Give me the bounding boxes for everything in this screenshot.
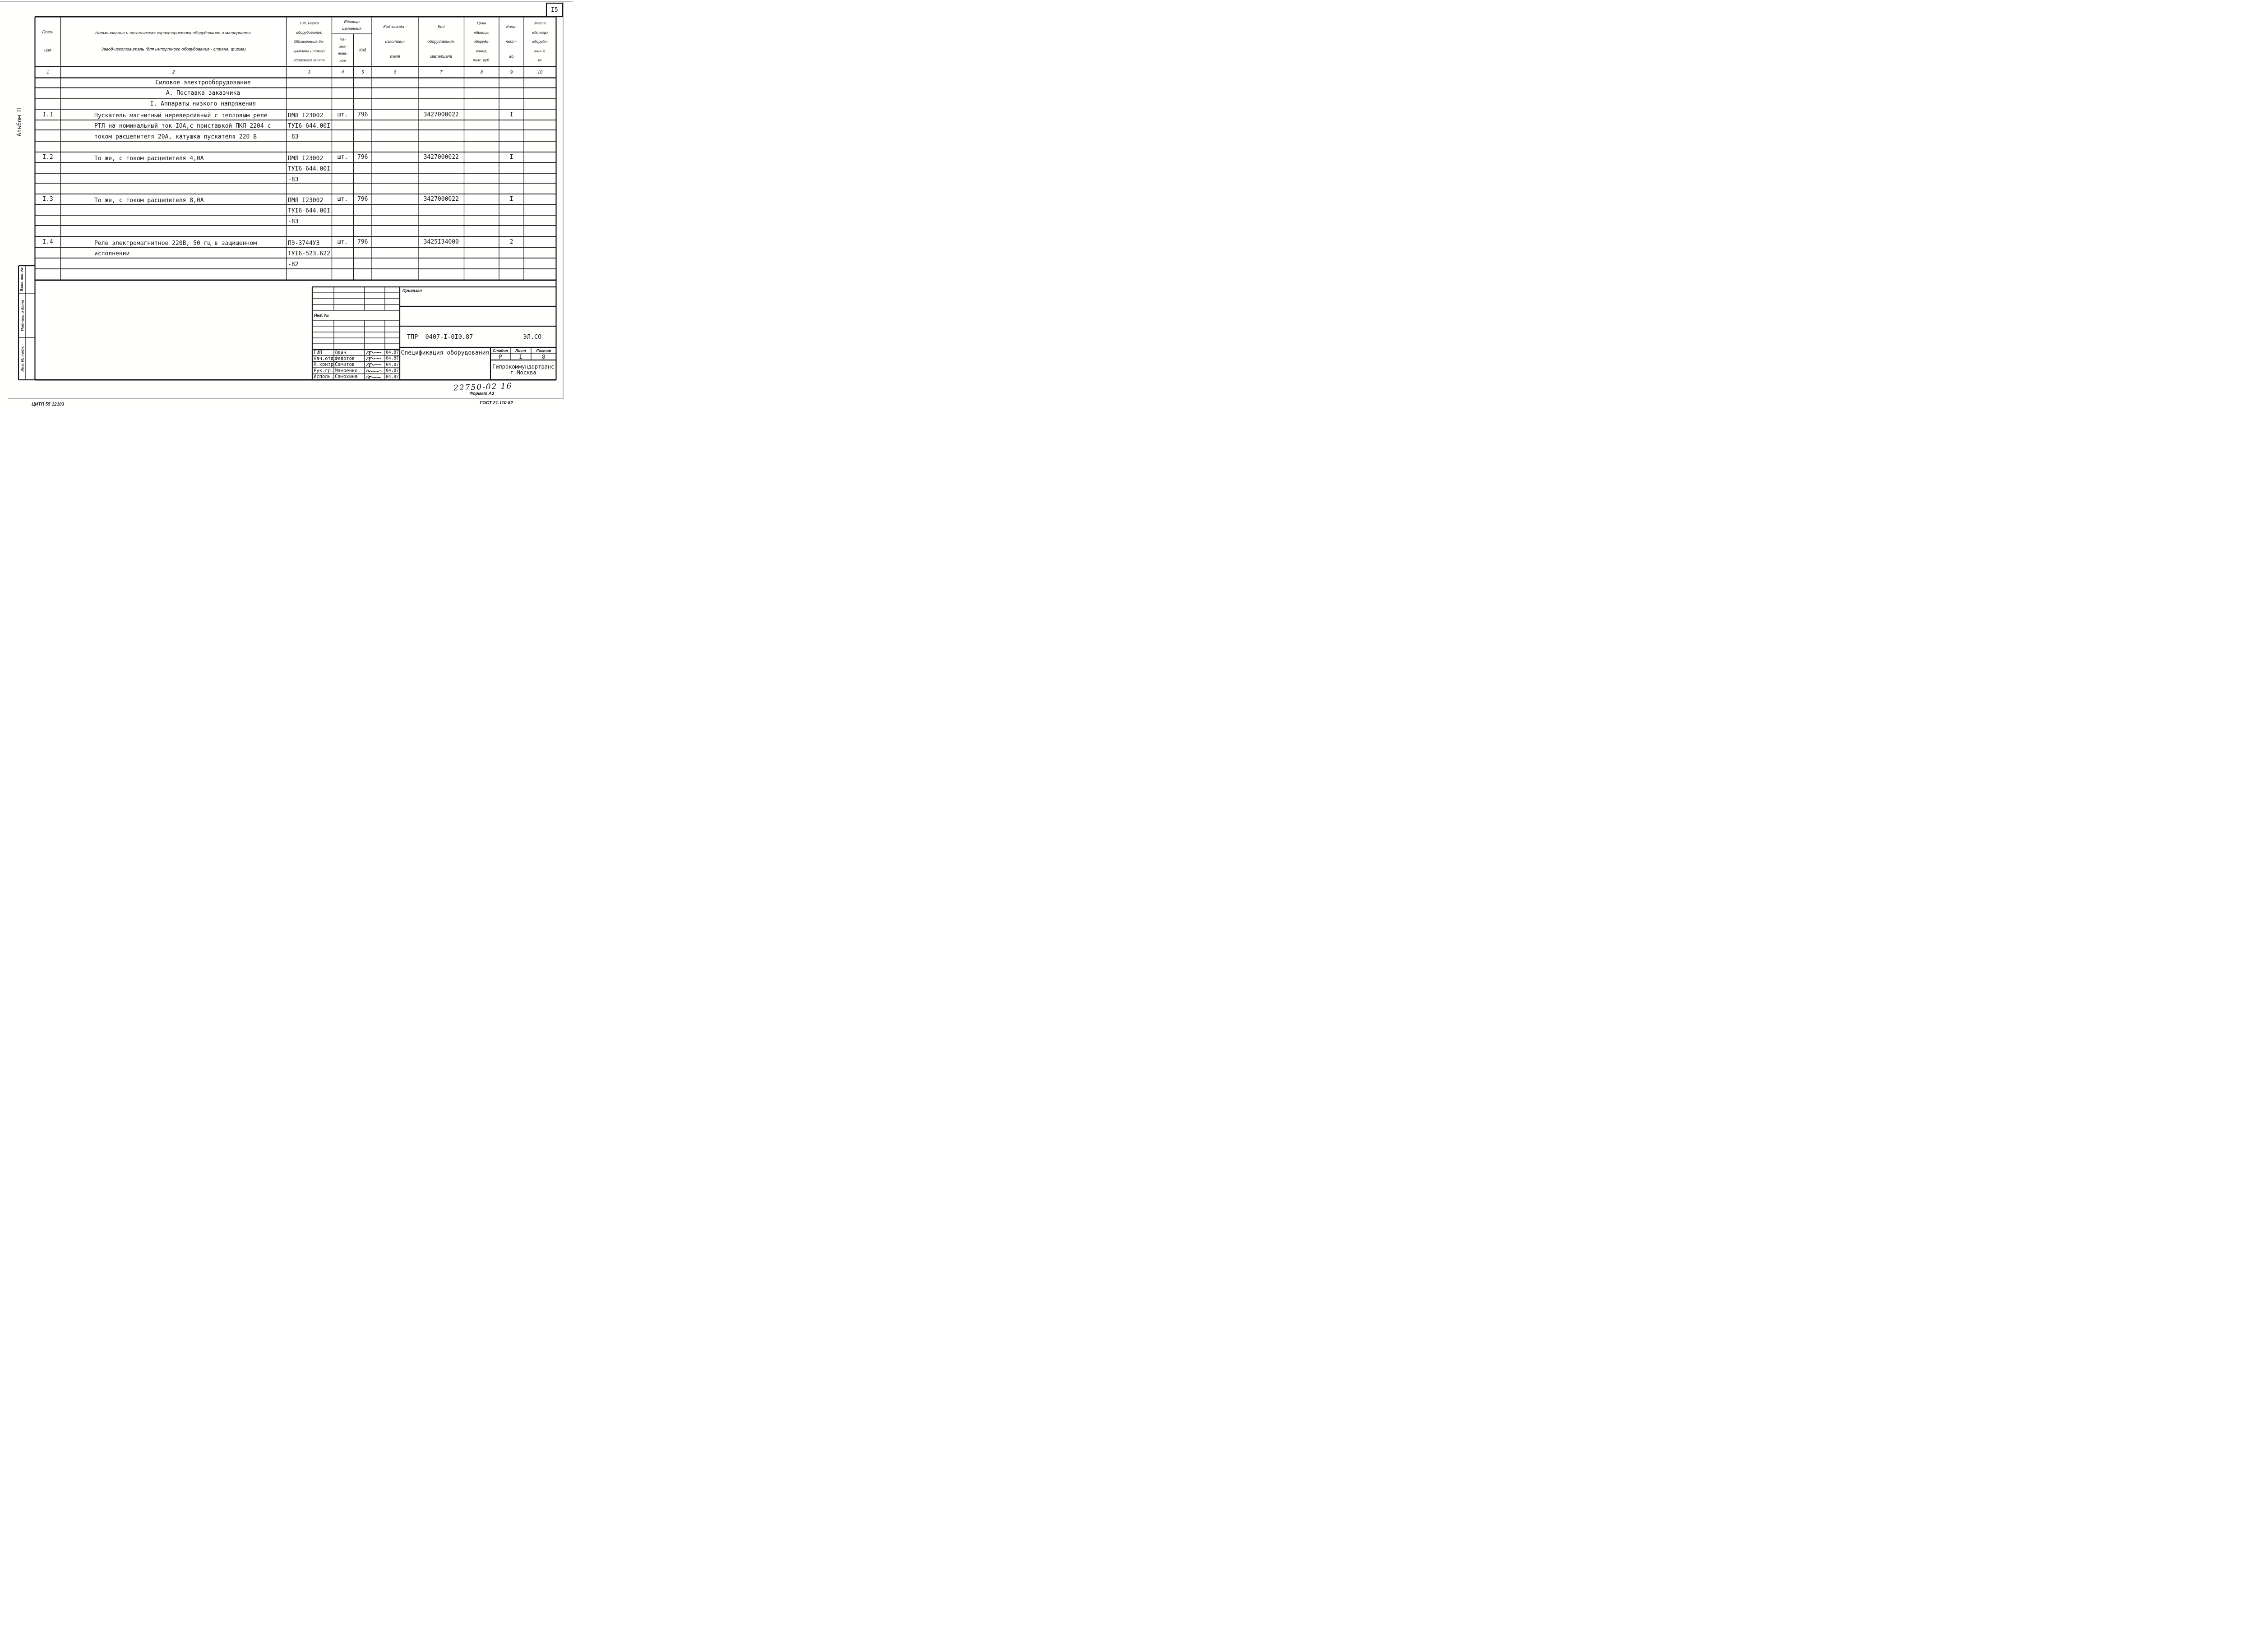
signature-role: Рук.гр.: [314, 368, 334, 374]
item-name: Пускатель магнитный нереверсивный с тепл…: [94, 112, 271, 140]
col-number: 3: [308, 69, 310, 75]
col-header-unit-title: Единица измерения: [342, 19, 362, 31]
attached-label: Привязан: [402, 288, 422, 293]
signature-date: 04.87: [386, 368, 399, 373]
col-number: 4: [341, 69, 344, 75]
item-type: ПМЛ I23002 ТУI6-644.00I -83: [288, 155, 330, 183]
item-position: I.I: [42, 111, 53, 118]
document-code: ТПР 0407-I-0I0.87: [407, 333, 473, 341]
col-header-name: Наименование и техническая характеристик…: [95, 31, 252, 52]
item-unit-code: 796: [357, 111, 368, 118]
col-header-factory-code: Код завода - изготови- теля: [383, 24, 407, 59]
item-unit: шт.: [337, 196, 348, 203]
item-type: ПМЛ I23002 ТУI6-644.00I -83: [288, 197, 330, 225]
item-name: То же, с током расцепителя 4,0А: [94, 155, 204, 162]
item-unit-code: 796: [357, 239, 368, 245]
format-label: Формат А3: [469, 391, 494, 396]
col-header-price: Цена единицы оборудо- вания, тыс. руб.: [473, 21, 490, 62]
item-unit-code: 796: [357, 196, 368, 203]
vzam-inv-label: Взам. инв. №: [20, 268, 24, 291]
col-number: 8: [480, 69, 483, 75]
item-equipment-code: 3425I34000: [423, 239, 459, 245]
col-header-equipment-code: Код оборудования, материала: [427, 24, 455, 59]
signature-role: ГИП: [314, 350, 322, 355]
signature-name: Самохина: [335, 374, 358, 379]
col-header-quantity: Коли- чест- во: [506, 24, 517, 59]
stage-value: Р: [499, 354, 502, 360]
item-name: Реле электромагнитное 220В, 50 гц в защи…: [94, 240, 257, 258]
signature-name: Самитов: [335, 362, 355, 367]
sheets-value: 8: [542, 354, 546, 360]
item-equipment-code: 3427000022: [423, 196, 459, 203]
item-quantity: I: [509, 196, 513, 203]
podpis-data-label: Подпись и дата: [19, 300, 24, 331]
signature-icon: [366, 363, 382, 367]
item-quantity: 2: [509, 239, 513, 245]
item-name: То же, с током расцепителя 8,0А: [94, 197, 204, 204]
item-equipment-code: 3427000022: [423, 154, 459, 161]
item-unit: шт.: [337, 154, 348, 161]
album-label: Альбом П: [16, 108, 23, 137]
item-type: ПЭ-3744У3 ТУI6-523.622 -82: [288, 240, 330, 268]
col-number: 7: [439, 69, 443, 75]
signature-icon: [366, 375, 381, 378]
signature-date: 04.87: [386, 374, 399, 379]
signature-date: 04.87: [386, 356, 399, 361]
inv-podl-label: Инв. № подл.: [19, 346, 24, 372]
item-type: ПМЛ I23002 ТУI6-644.00I -83: [288, 112, 330, 140]
sheet-number: I5: [551, 6, 558, 14]
signature-role: Нач.отд.: [314, 355, 337, 361]
col-header-position: Пози- ция: [42, 30, 54, 53]
signature-role: Исполн.: [314, 374, 334, 379]
citp-label: ЦИТП 55 12103: [32, 401, 65, 407]
signature-name: Мамренко: [335, 368, 358, 374]
item-unit-code: 796: [357, 154, 368, 161]
item-position: I.2: [42, 154, 53, 161]
col-number: 6: [393, 69, 397, 75]
item-quantity: I: [509, 111, 513, 118]
col-header-unit-name: На- име- нова- ние: [337, 37, 348, 63]
item-quantity: I: [509, 154, 513, 161]
signature-role: Н.контр.: [314, 362, 337, 367]
section-heading: I. Аппараты низкого напряжения: [150, 101, 256, 107]
col-header-mass: Масса единицы оборудо- вания, кг: [532, 21, 548, 62]
stage-label: Стадия: [493, 348, 508, 353]
col-header-type: Тип, марка оборудования. Обозначение до-…: [293, 21, 325, 62]
grid-lines: [0, 1, 573, 399]
col-number: 2: [172, 69, 175, 75]
col-number: 9: [510, 69, 513, 75]
gost-label: ГОСТ 21.110-82: [480, 400, 513, 406]
item-equipment-code: 3427000022: [423, 111, 459, 118]
signature-icon: [366, 357, 382, 361]
col-header-unit-code: Код: [359, 48, 366, 53]
item-unit: шт.: [337, 111, 348, 118]
sheets-label: Листов: [536, 348, 551, 353]
document-code-suffix: ЭЛ.СО: [523, 333, 542, 341]
sheet-label: Лист: [515, 348, 526, 353]
organization: Гипрокоммундортранс г.Москва: [492, 363, 555, 376]
section-heading: Силовое электрооборудование: [155, 79, 251, 86]
item-position: I.4: [42, 239, 53, 245]
section-heading: А. Поставка заказчика: [166, 90, 240, 97]
signature-icon: [366, 351, 382, 355]
signature-name: Юдин: [335, 350, 347, 355]
inventory-number-label: Инв. №: [314, 313, 329, 318]
col-number: 1: [46, 69, 49, 75]
item-unit: шт.: [337, 239, 348, 245]
signature-date: 04.87: [386, 362, 399, 367]
signature-name: Федотов: [335, 355, 355, 361]
sheet-value: I: [519, 354, 522, 360]
specification-sheet: I5 Пози- ция Наименование и техническая …: [0, 0, 573, 413]
document-title: Спецификация оборудования: [401, 349, 490, 356]
signature-date: 04.87: [386, 350, 399, 355]
col-number: 10: [537, 69, 543, 75]
item-position: I.3: [42, 196, 53, 203]
col-number: 5: [361, 69, 364, 75]
signature-icon: [366, 369, 382, 372]
